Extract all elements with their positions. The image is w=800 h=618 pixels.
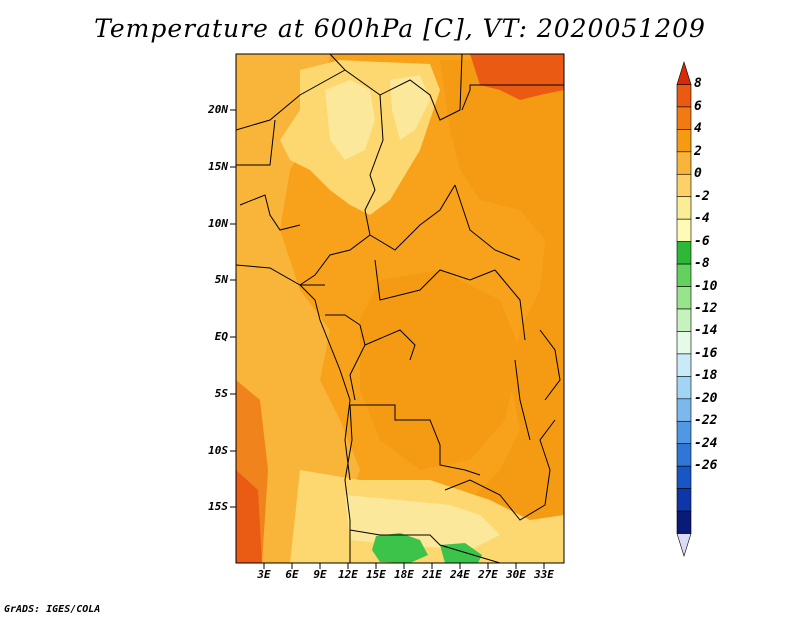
colorbar-segment xyxy=(676,60,692,85)
chart-title: Temperature at 600hPa [C], VT: 202005120… xyxy=(94,14,706,43)
credit-text: GrADS: IGES/COLA xyxy=(4,604,101,615)
colorbar-label: -8 xyxy=(694,256,710,272)
colorbar-segment xyxy=(676,443,692,467)
coastline xyxy=(299,284,351,481)
lon-label-9e: 9E xyxy=(313,568,327,581)
colorbar-label: -6 xyxy=(694,233,710,249)
colorbar-label: 0 xyxy=(694,166,702,182)
colorbar-label: -14 xyxy=(694,323,718,339)
colorbar-label: 4 xyxy=(694,121,702,137)
colorbar-segment xyxy=(676,129,692,153)
colorbar-segment xyxy=(676,488,692,512)
lon-label-33e: 33E xyxy=(534,568,554,581)
lon-label-6e: 6E xyxy=(285,568,299,581)
lat-ticks xyxy=(230,109,236,508)
colorbar-label: -2 xyxy=(694,188,710,204)
colorbar-segment xyxy=(676,533,692,558)
colorbar-label: -4 xyxy=(694,211,710,227)
lon-label-21e: 21E xyxy=(422,568,442,581)
field-sw-red xyxy=(236,470,262,563)
lat-label-10s: 10S xyxy=(208,444,228,457)
lon-label-24e: 24E xyxy=(450,568,470,581)
map-frame xyxy=(235,53,565,564)
colorbar-segment xyxy=(676,106,692,130)
colorbar-segment xyxy=(676,331,692,355)
colorbar-segment xyxy=(676,510,692,534)
lon-label-3e: 3E xyxy=(257,568,271,581)
colorbar-label: -26 xyxy=(694,458,718,474)
lon-label-12e: 12E xyxy=(338,568,358,581)
colorbar-segment xyxy=(676,353,692,377)
colorbar-label: -12 xyxy=(694,301,718,316)
colorbar-segment xyxy=(676,376,692,400)
colorbar-segment xyxy=(676,241,692,265)
lat-label-10n: 10N xyxy=(208,217,228,230)
lat-label-20n: 20N xyxy=(208,103,228,116)
colorbar-segment xyxy=(676,84,692,108)
country-borders xyxy=(236,54,564,563)
field-pale-sahara xyxy=(325,80,375,160)
colorbar-label: -22 xyxy=(694,413,718,429)
colorbar-segment xyxy=(676,398,692,422)
lon-label-27e: 27E xyxy=(478,568,498,581)
colorbar-segment xyxy=(676,173,692,198)
colorbar-label: 8 xyxy=(694,76,702,92)
colorbar-label: -20 xyxy=(694,390,718,406)
colorbar-segment xyxy=(676,263,692,287)
colorbar-segment xyxy=(676,286,692,310)
colorbar-segment xyxy=(676,151,692,175)
colorbar-segment xyxy=(676,308,692,332)
lat-label-5n: 5N xyxy=(214,273,228,286)
colorbar-segment xyxy=(676,218,692,242)
lon-label-18e: 18E xyxy=(394,568,414,581)
lat-label-5s: 5S xyxy=(214,387,228,400)
field-mid-orange-west xyxy=(236,54,360,563)
colorbar-label: -18 xyxy=(694,368,718,384)
colorbar-label: 6 xyxy=(694,98,702,114)
colorbar-label: -16 xyxy=(694,345,718,361)
lat-label-15n: 15N xyxy=(208,160,228,173)
lon-label-15e: 15E xyxy=(366,568,386,581)
colorbar-segment xyxy=(676,196,692,220)
colorbar-segment xyxy=(676,420,692,445)
lat-label-eq: EQ xyxy=(214,330,228,343)
field-green-1 xyxy=(372,533,428,563)
field-pale-sahara-2 xyxy=(390,75,430,140)
lat-label-15s: 15S xyxy=(208,500,228,513)
lon-label-30e: 30E xyxy=(506,568,526,581)
colorbar-segment xyxy=(676,465,692,489)
colorbar-label: -24 xyxy=(694,435,718,451)
colorbar xyxy=(676,60,692,558)
field-red-ne xyxy=(470,54,564,100)
map-panel xyxy=(235,53,565,564)
colorbar-label: -10 xyxy=(694,278,718,294)
colorbar-label: 2 xyxy=(694,143,702,159)
lon-ticks xyxy=(263,563,545,569)
field-east-orange xyxy=(440,60,564,563)
